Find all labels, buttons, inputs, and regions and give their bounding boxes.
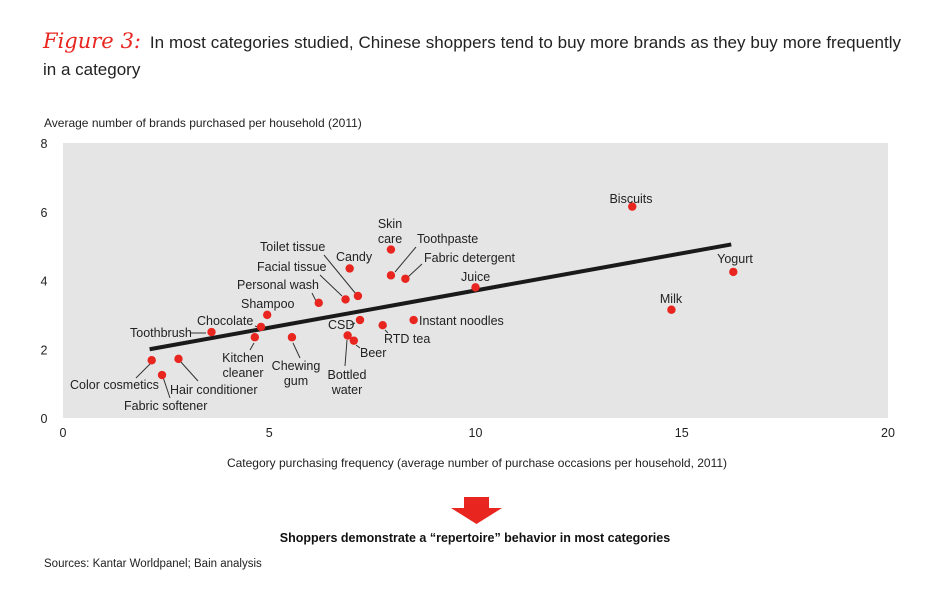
x-tick-label: 5 [266, 426, 273, 440]
x-tick-label: 20 [881, 426, 895, 440]
y-tick-label: 4 [41, 275, 48, 289]
leader-chewing-gum [292, 342, 301, 359]
point-bottled-water [343, 331, 352, 340]
source-note: Sources: Kantar Worldpanel; Bain analysi… [44, 558, 262, 570]
point-personal-wash [314, 298, 323, 308]
point-milk [667, 305, 676, 314]
point-yogurt [729, 267, 738, 277]
point-labels: Color cosmetics Fabric softener Hair condi… [70, 192, 753, 413]
point-facial-tissue [341, 295, 350, 304]
leader-facial-tissue [319, 274, 343, 297]
plot-background [63, 143, 888, 418]
point-fabric-softener [157, 370, 167, 380]
x-tick-label: 15 [675, 426, 689, 440]
leader-fabric-detergent [407, 263, 423, 278]
y-tick-label: 2 [41, 343, 48, 357]
label-toothpaste: Toothpaste [417, 232, 478, 246]
leader-csd [349, 322, 356, 326]
point-beer [349, 336, 359, 345]
figure-label: Figure 3: [43, 29, 142, 53]
trendline-group [149, 242, 732, 352]
leader-fabric-softener [162, 376, 171, 399]
data-points [147, 202, 738, 380]
label-chewing-gum: Chewing gum [272, 359, 321, 388]
leader-personal-wash [311, 292, 317, 302]
leader-rtd-tea [384, 329, 389, 334]
point-kitchen-cleaner [250, 333, 260, 342]
point-shampoo [262, 310, 272, 320]
point-color-cosmetics [147, 356, 156, 365]
y-tick-label: 0 [41, 412, 48, 426]
point-toilet-tissue [353, 291, 363, 301]
label-color-cosmetics: Color cosmetics [70, 378, 159, 392]
label-fabric-softener: Fabric softener [124, 399, 207, 413]
y-axis-ticks: 0 2 4 6 8 [41, 137, 48, 426]
label-fabric-detergent: Fabric detergent [424, 251, 516, 265]
point-biscuits [628, 202, 637, 211]
y-tick-label: 6 [41, 206, 48, 220]
trendline [149, 242, 732, 352]
label-rtd-tea: RTD tea [384, 332, 430, 346]
point-candy [345, 264, 354, 273]
label-csd: CSD [328, 318, 354, 332]
figure-header: Figure 3: In most categories studied, Ch… [43, 28, 901, 83]
leader-color-cosmetics [135, 361, 153, 379]
y-axis-title: Average number of brands purchased per h… [44, 116, 362, 130]
label-personal-wash: Personal wash [237, 278, 319, 292]
leader-beer [355, 344, 361, 349]
leader-bottled-water [344, 339, 348, 367]
label-skin-care: Skin care [378, 217, 402, 246]
leader-kitchen-cleaner [249, 342, 255, 351]
label-candy: Candy [336, 250, 373, 264]
point-toothbrush [207, 327, 216, 337]
leader-toilet-tissue [323, 254, 357, 295]
point-csd [355, 315, 365, 325]
x-tick-label: 10 [469, 426, 483, 440]
label-juice: Juice [461, 270, 490, 284]
leader-hair-conditioner [179, 360, 199, 382]
leader-toothpaste [394, 246, 417, 273]
x-tick-label: 0 [60, 426, 67, 440]
conclusion-text: Shoppers demonstrate a “repertoire” beha… [279, 531, 671, 545]
y-tick-label: 8 [41, 137, 48, 151]
label-shampoo: Shampoo [241, 297, 295, 311]
down-arrow-icon [451, 497, 502, 524]
point-rtd-tea [378, 320, 387, 330]
label-chocolate: Chocolate [197, 314, 253, 328]
label-instant-noodles: Instant noodles [419, 314, 504, 328]
label-bottled-water: Bottled water [328, 368, 367, 397]
label-hair-conditioner: Hair conditioner [170, 383, 258, 397]
x-axis-ticks: 0 5 10 15 20 [60, 426, 895, 440]
x-axis-title: Category purchasing frequency (average n… [227, 456, 727, 470]
label-milk: Milk [660, 292, 683, 306]
point-instant-noodles [409, 315, 418, 325]
label-biscuits: Biscuits [609, 192, 652, 206]
figure-title: In most categories studied, Chinese shop… [43, 33, 901, 79]
label-facial-tissue: Facial tissue [257, 260, 327, 274]
point-toothpaste [386, 271, 396, 280]
point-chocolate [256, 322, 266, 332]
label-kitchen-cleaner: Kitchen cleaner [222, 351, 264, 380]
label-toothbrush: Toothbrush [130, 326, 192, 340]
point-chewing-gum [287, 333, 297, 342]
point-juice [471, 283, 480, 292]
label-toilet-tissue: Toilet tissue [260, 240, 325, 254]
point-fabric-detergent [401, 274, 410, 283]
point-hair-conditioner [174, 354, 183, 364]
point-skin-care [386, 245, 396, 254]
label-yogurt: Yogurt [717, 252, 753, 266]
label-beer: Beer [360, 346, 386, 360]
